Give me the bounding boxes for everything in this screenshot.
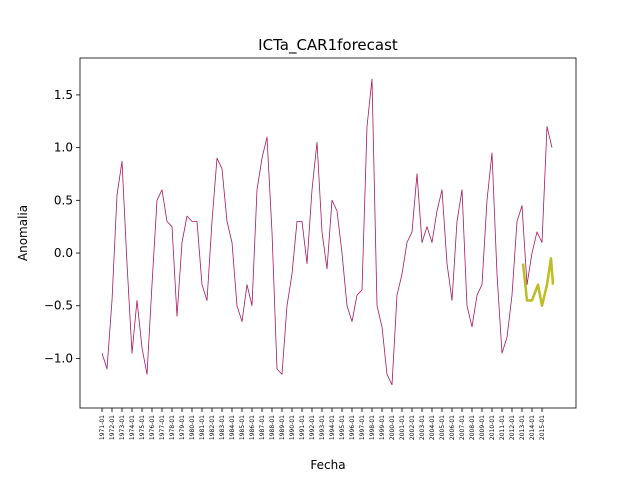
x-tick-label: 2000-01 xyxy=(389,415,396,440)
x-tick-label: 1999-01 xyxy=(379,415,386,440)
x-tick-label: 1979-01 xyxy=(179,415,186,440)
x-tick-label: 2011-01 xyxy=(499,415,506,440)
x-tick-label: 2001-01 xyxy=(399,415,406,440)
y-axis-label: Anomalia xyxy=(16,205,30,261)
x-tick-label: 1986-01 xyxy=(249,415,256,440)
x-tick-label: 2003-01 xyxy=(419,415,426,440)
x-tick-label: 2013-01 xyxy=(519,415,526,440)
x-tick-label: 1985-01 xyxy=(239,415,246,440)
x-tick-label: 1972-01 xyxy=(109,415,116,440)
x-tick-label: 1998-01 xyxy=(369,415,376,440)
x-tick-label: 1991-01 xyxy=(299,415,306,440)
x-tick-label: 1980-01 xyxy=(189,415,196,440)
x-tick-label: 1997-01 xyxy=(359,415,366,440)
x-tick-label: 1981-01 xyxy=(199,415,206,440)
x-tick-label: 2006-01 xyxy=(449,415,456,440)
x-tick-label: 2007-01 xyxy=(459,415,466,440)
x-tick-label: 1978-01 xyxy=(169,415,176,440)
y-tick-label: 1.0 xyxy=(54,141,73,155)
x-tick-label: 1973-01 xyxy=(119,415,126,440)
x-tick-label: 1974-01 xyxy=(129,415,136,440)
x-tick-label: 1992-01 xyxy=(309,415,316,440)
x-tick-label: 1993-01 xyxy=(319,415,326,440)
x-tick-label: 1975-01 xyxy=(139,415,146,440)
x-tick-label: 2012-01 xyxy=(509,415,516,440)
x-tick-label: 1987-01 xyxy=(259,415,266,440)
x-tick-label: 1984-01 xyxy=(229,415,236,440)
x-tick-label: 2015-01 xyxy=(539,415,546,440)
x-tick-label: 2010-01 xyxy=(489,415,496,440)
plot-frame xyxy=(79,57,577,409)
y-tick-label: 0.0 xyxy=(54,246,73,260)
x-tick-label: 1983-01 xyxy=(219,415,226,440)
y-tick-label: 0.5 xyxy=(54,193,73,207)
x-tick-label: 1982-01 xyxy=(209,415,216,440)
x-tick-label: 1994-01 xyxy=(329,415,336,440)
x-tick-label: 1976-01 xyxy=(149,415,156,440)
y-tick-label: 1.5 xyxy=(54,88,73,102)
x-tick-label: 1971-01 xyxy=(99,415,106,440)
chart-title: ICTa_CAR1forecast xyxy=(258,36,398,55)
x-tick-label: 1989-01 xyxy=(279,415,286,440)
x-tick-label: 1988-01 xyxy=(269,415,276,440)
series-line xyxy=(101,78,553,386)
y-tick-label: −1.0 xyxy=(44,351,73,365)
x-tick-label: 2008-01 xyxy=(469,415,476,440)
x-tick-label: 2009-01 xyxy=(479,415,486,440)
x-tick-label: 1995-01 xyxy=(339,415,346,440)
x-axis-label: Fecha xyxy=(310,458,345,472)
y-tick-label: −0.5 xyxy=(44,299,73,313)
x-tick-label: 1990-01 xyxy=(289,415,296,440)
series-line xyxy=(521,257,555,307)
x-tick-label: 2014-01 xyxy=(529,415,536,440)
x-tick-label: 1977-01 xyxy=(159,415,166,440)
x-tick-label: 2004-01 xyxy=(429,415,436,440)
x-tick-label: 2002-01 xyxy=(409,415,416,440)
x-tick-label: 2005-01 xyxy=(439,415,446,440)
x-tick-label: 1996-01 xyxy=(349,415,356,440)
